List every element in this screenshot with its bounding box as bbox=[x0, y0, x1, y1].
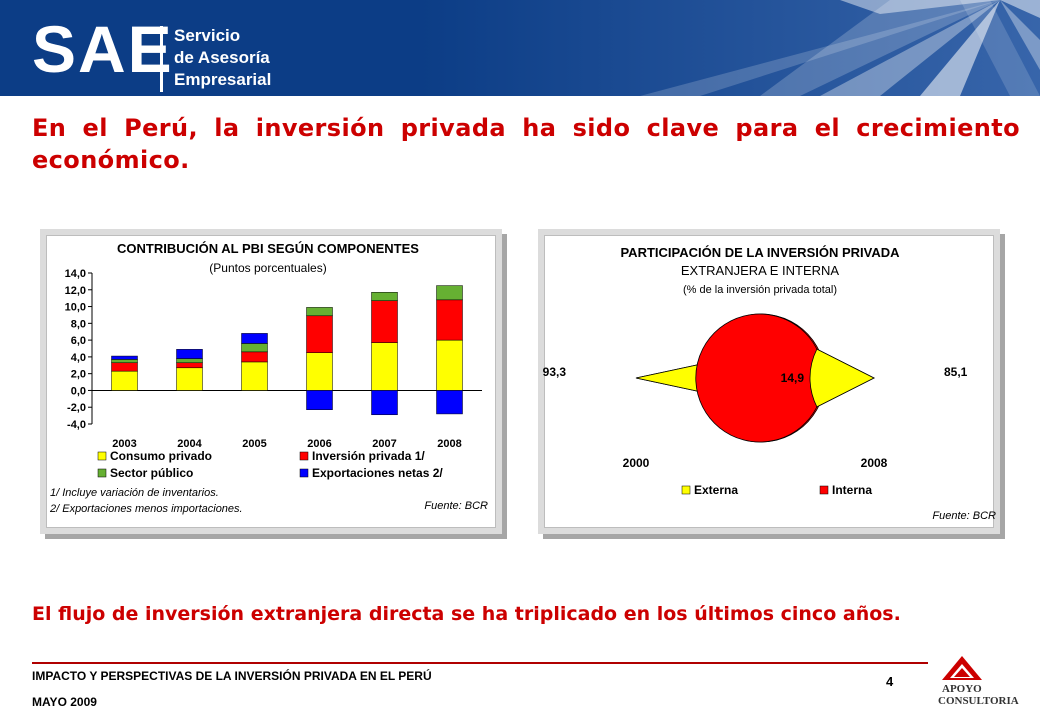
legend-swatch bbox=[819, 485, 829, 495]
logo-subtitle-line: Servicio bbox=[174, 26, 241, 45]
x-tick-label: 2008 bbox=[437, 438, 461, 450]
bar-segment bbox=[436, 285, 463, 301]
pie-value-label: 14,9 bbox=[781, 371, 805, 385]
bar-segment bbox=[371, 390, 398, 416]
y-tick-label: 14,0 bbox=[65, 268, 86, 280]
y-tick-label: -2,0 bbox=[67, 402, 86, 414]
legend-swatch bbox=[299, 468, 309, 478]
y-tick-label: 4,0 bbox=[71, 352, 86, 364]
y-tick-label: 0,0 bbox=[71, 385, 86, 397]
bar-segment bbox=[306, 315, 333, 353]
footer-title: IMPACTO Y PERSPECTIVAS DE LA INVERSIÓN P… bbox=[32, 669, 432, 683]
logo-subtitle: Servicio de Asesoría Empresarial bbox=[174, 25, 271, 91]
chart-title: CONTRIBUCIÓN AL PBI SEGÚN COMPONENTES bbox=[117, 241, 419, 256]
chart-note: 2/ Exportaciones menos importaciones. bbox=[49, 503, 243, 515]
bar-segment bbox=[371, 292, 398, 301]
apoyo-logo-icon bbox=[942, 656, 982, 680]
legend-swatch bbox=[97, 451, 107, 461]
bar-segment bbox=[241, 351, 268, 363]
bar-segment bbox=[176, 362, 203, 369]
bar-segment bbox=[111, 370, 138, 391]
bar-segment bbox=[436, 339, 463, 391]
bar-segment bbox=[436, 390, 463, 415]
bar-segment bbox=[111, 355, 138, 360]
y-tick-label: -4,0 bbox=[67, 419, 86, 431]
bar-chart-panel: CONTRIBUCIÓN AL PBI SEGÚN COMPONENTES (P… bbox=[40, 229, 502, 534]
chart-note: 1/ Incluye variación de inventarios. bbox=[50, 487, 219, 499]
legend-swatch bbox=[681, 485, 691, 495]
legend-label: Interna bbox=[832, 483, 872, 497]
footer-date: MAYO 2009 bbox=[32, 695, 97, 709]
bar-segment bbox=[371, 342, 398, 391]
chart-subtitle: (Puntos porcentuales) bbox=[209, 261, 326, 275]
pie-charts: PARTICIPACIÓN DE LA INVERSIÓN PRIVADA EX… bbox=[543, 245, 996, 522]
legend-label: Consumo privado bbox=[110, 449, 212, 463]
x-tick-label: 2006 bbox=[307, 438, 331, 450]
pie-value-label: 85,1 bbox=[944, 365, 968, 379]
bar-segment bbox=[436, 299, 463, 341]
apoyo-logo-line: APOYO bbox=[942, 683, 982, 695]
slide-subheadline: El flujo de inversión extranjera directa… bbox=[32, 603, 901, 625]
legend-label: Inversión privada 1/ bbox=[312, 449, 425, 463]
bar-segment bbox=[371, 300, 398, 343]
pie-chart-panel: PARTICIPACIÓN DE LA INVERSIÓN PRIVADA EX… bbox=[538, 229, 1000, 534]
chart-title: PARTICIPACIÓN DE LA INVERSIÓN PRIVADA bbox=[620, 245, 900, 260]
chart-source: Fuente: BCR bbox=[424, 500, 488, 512]
bar-segment bbox=[176, 349, 203, 359]
legend-label: Externa bbox=[694, 483, 738, 497]
bar-segment bbox=[176, 367, 203, 391]
slide-headline: En el Perú, la inversión privada ha sido… bbox=[32, 114, 1020, 174]
logo-subtitle-line: Empresarial bbox=[174, 70, 272, 89]
chart-title-line2: EXTRANJERA E INTERNA bbox=[681, 263, 840, 278]
apoyo-logo-line: CONSULTORIA bbox=[938, 695, 1019, 707]
y-tick-label: 8,0 bbox=[71, 318, 86, 330]
y-tick-label: 2,0 bbox=[71, 369, 86, 381]
stacked-bar-chart: CONTRIBUCIÓN AL PBI SEGÚN COMPONENTES (P… bbox=[49, 241, 488, 515]
banner-light-rays bbox=[420, 0, 1040, 96]
pie-slice-interna bbox=[695, 313, 875, 443]
y-tick-label: 10,0 bbox=[65, 302, 86, 314]
bar-segment bbox=[306, 307, 333, 317]
page-number: 4 bbox=[886, 674, 894, 689]
y-tick-label: 6,0 bbox=[71, 335, 86, 347]
x-tick-label: 2005 bbox=[242, 438, 266, 450]
logo-divider bbox=[160, 26, 163, 92]
legend-swatch bbox=[299, 451, 309, 461]
chart-source: Fuente: BCR bbox=[932, 510, 996, 522]
bar-segment bbox=[176, 358, 203, 364]
header-banner: SAE Servicio de Asesoría Empresarial bbox=[0, 0, 1040, 96]
bar-segment bbox=[306, 390, 333, 410]
logo-subtitle-line: de Asesoría bbox=[174, 48, 270, 67]
chart-subtitle: (% de la inversión privada total) bbox=[683, 284, 837, 296]
bar-segment bbox=[111, 359, 138, 364]
x-tick-label: 2003 bbox=[112, 438, 136, 450]
legend-label: Sector público bbox=[110, 466, 193, 480]
bar-segment bbox=[111, 362, 138, 372]
pie-slice-externa bbox=[635, 364, 701, 392]
pie-value-label: 93,3 bbox=[543, 365, 567, 379]
bar-segment bbox=[241, 343, 268, 353]
footer-divider bbox=[32, 662, 928, 664]
bar-segment bbox=[241, 333, 268, 344]
apoyo-logo-text: APOYO CONSULTORIA bbox=[938, 683, 1019, 707]
pie-year-label: 2008 bbox=[861, 456, 888, 470]
sae-logo-text: SAE bbox=[32, 12, 174, 86]
x-tick-label: 2007 bbox=[372, 438, 396, 450]
bar-segment bbox=[306, 352, 333, 391]
legend-swatch bbox=[97, 468, 107, 478]
pie-year-label: 2000 bbox=[623, 456, 650, 470]
y-tick-label: 12,0 bbox=[65, 285, 86, 297]
legend-label: Exportaciones netas 2/ bbox=[312, 466, 443, 480]
pie-slice-externa bbox=[809, 348, 875, 408]
bar-segment bbox=[241, 361, 268, 391]
x-tick-label: 2004 bbox=[177, 438, 202, 450]
